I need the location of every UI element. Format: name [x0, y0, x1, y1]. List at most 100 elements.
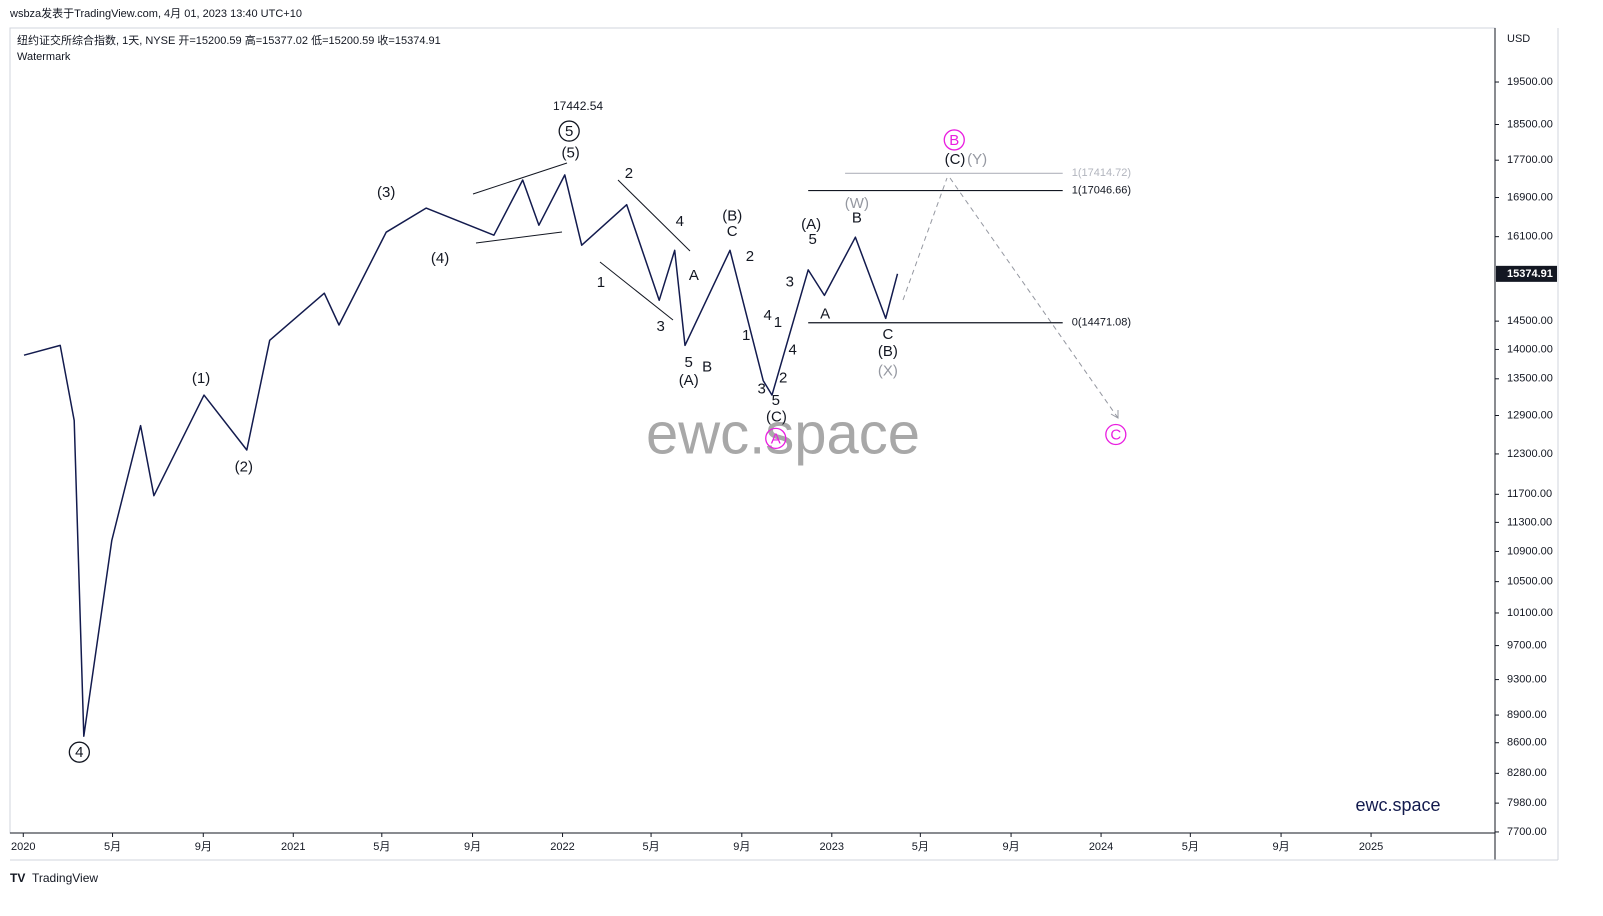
source-line: wsbza发表于TradingView.com, 4月 01, 2023 13:…: [9, 6, 302, 20]
fib-level-label: 0(14471.08): [1072, 317, 1131, 329]
y-tick-label: 12300.00: [1507, 448, 1553, 460]
y-tick-label: 8900.00: [1507, 709, 1547, 721]
wave-label: 1: [774, 314, 782, 331]
channel-upper: [617, 179, 691, 252]
wave-label: 4: [676, 213, 684, 230]
channel-lower: [599, 261, 674, 321]
x-tick-label: 2023: [820, 841, 844, 853]
y-tick-label: 18500.00: [1507, 118, 1553, 130]
wave-label: (B): [878, 343, 898, 360]
y-tick-label: 16100.00: [1507, 231, 1553, 243]
wave-label: 17442.54: [553, 99, 603, 113]
wave-label: 2: [625, 165, 633, 182]
y-tick-label: 9700.00: [1507, 640, 1547, 652]
projection-up: [902, 177, 948, 301]
y-tick-label: 13500.00: [1507, 373, 1553, 385]
wave-label: B: [949, 132, 959, 149]
wave-circle: [765, 427, 787, 449]
wave-label: B: [852, 209, 862, 226]
x-tick-label: 2021: [281, 841, 305, 853]
x-tick-label: 5月: [373, 841, 390, 853]
y-tick-label: 10900.00: [1507, 545, 1553, 557]
x-tick-label: 9月: [1003, 841, 1020, 853]
y-tick-label: 8280.00: [1507, 767, 1547, 779]
last-price-tag: [1496, 265, 1557, 282]
wave-label: (A): [801, 216, 821, 233]
watermark: ewc.space: [646, 401, 920, 466]
wave-label: (5): [561, 144, 579, 161]
y-tick-label: 14000.00: [1507, 343, 1553, 355]
x-tick-label: 2020: [11, 841, 35, 853]
wave-label: 1: [742, 327, 750, 344]
wave-label: 5: [685, 354, 693, 371]
y-tick-label: 16900.00: [1507, 191, 1553, 203]
wave-circle: [68, 741, 90, 763]
wave-label: 5: [808, 231, 816, 248]
wave-label: C: [882, 326, 893, 343]
wave-label: 2: [746, 248, 754, 265]
y-tick-label: 12900.00: [1507, 409, 1553, 421]
wave-label: 5: [772, 392, 780, 409]
brand: ewc.space: [1355, 795, 1440, 815]
y-tick-label: 17700.00: [1507, 154, 1553, 166]
x-tick-label: 5月: [643, 841, 660, 853]
wave-label: (3): [377, 184, 395, 201]
wave-label: 2: [779, 370, 787, 387]
triangle-upper: [472, 162, 568, 195]
footer-brand: TradingView: [32, 871, 98, 885]
wave-label: 3: [758, 380, 766, 397]
wave-label: A: [689, 267, 699, 284]
wave-circle: [558, 120, 580, 142]
y-tick-label: 9300.00: [1507, 673, 1547, 685]
y-tick-label: 10500.00: [1507, 576, 1553, 588]
wave-label: C: [727, 223, 738, 240]
x-tick-label: 5月: [912, 841, 929, 853]
footer-logo: TV: [10, 871, 25, 885]
arrow-head: [1110, 410, 1119, 419]
wave-label: (C): [945, 151, 966, 168]
symbol-line: 纽约证交所综合指数, 1天, NYSE 开=15200.59 高=15377.0…: [17, 33, 441, 47]
y-tick-label: 19500.00: [1507, 76, 1553, 88]
wave-label: (4): [431, 250, 449, 267]
fib-level-label: 1(17414.72): [1072, 167, 1131, 179]
triangle-lower: [475, 231, 563, 244]
x-tick-label: 2025: [1359, 841, 1383, 853]
wave-label: (W): [845, 195, 869, 212]
fib-level-label: 1(17046.66): [1072, 184, 1131, 196]
currency: USD: [1507, 33, 1530, 45]
wave-circle: [943, 129, 965, 151]
y-tick-label: 11700.00: [1507, 488, 1552, 500]
wave-label: (A): [679, 372, 699, 389]
wave-label: (Y): [967, 151, 987, 168]
wave-label: A: [820, 305, 830, 322]
x-tick-label: 5月: [1182, 841, 1199, 853]
wave-label: 3: [786, 273, 794, 290]
wave-label: 4: [789, 341, 797, 358]
wave-label: 1: [597, 274, 605, 291]
wave-label: (B): [722, 207, 742, 224]
wave-label: 4: [75, 744, 83, 761]
wave-label: 4: [763, 307, 771, 324]
x-tick-label: 9月: [464, 841, 481, 853]
x-tick-label: 2024: [1089, 841, 1113, 853]
y-tick-label: 10100.00: [1507, 607, 1553, 619]
wave-label: (X): [878, 362, 898, 379]
y-tick-label: 7700.00: [1507, 826, 1547, 838]
wave-label: C: [1110, 426, 1121, 443]
x-tick-label: 9月: [1273, 841, 1290, 853]
wave-label: (C): [766, 409, 787, 426]
watermark-label: Watermark: [17, 51, 71, 63]
wave-label: 5: [565, 123, 573, 140]
y-tick-label: 7980.00: [1507, 797, 1547, 809]
y-tick-label: 8600.00: [1507, 737, 1547, 749]
wave-label: B: [702, 358, 712, 375]
wave-label: A: [771, 430, 781, 447]
wave-drawings: [472, 162, 691, 321]
wave-label: (1): [192, 370, 210, 387]
x-tick-label: 5月: [104, 841, 121, 853]
price-line: [23, 174, 899, 737]
projection: [902, 177, 1119, 419]
